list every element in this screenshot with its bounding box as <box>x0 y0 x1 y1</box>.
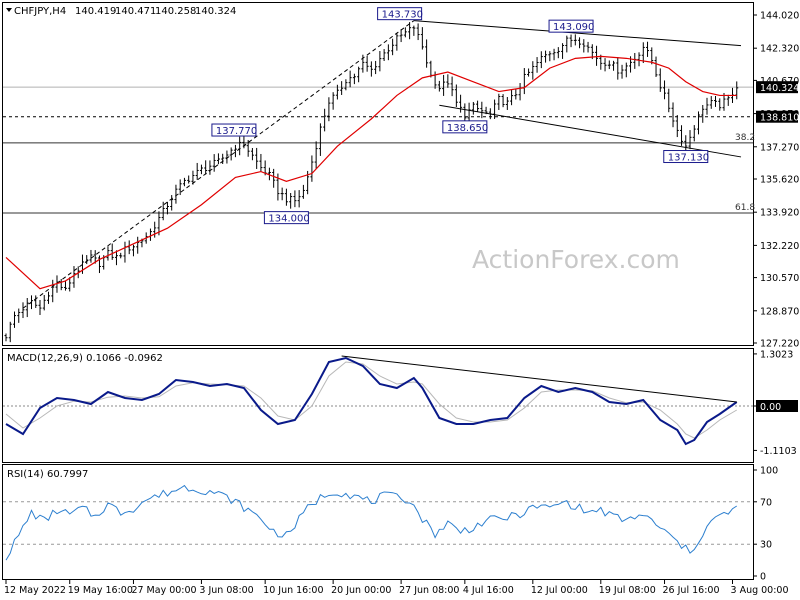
price-tick-label: 128.870 <box>760 306 799 317</box>
macd-trendline <box>341 355 737 403</box>
x-tick-label: 4 Jul 16:00 <box>463 585 514 596</box>
last-price-tag: 140.324 <box>760 83 799 94</box>
price-tick-label: 130.570 <box>760 273 799 284</box>
symbol-label: CHFJPY,H4 <box>14 6 66 17</box>
macd-signal-line <box>5 361 738 439</box>
price-tick-label: 127.220 <box>760 339 799 350</box>
x-tick-label: 12 Jul 00:00 <box>531 585 588 596</box>
level-tag-bg <box>756 110 798 123</box>
price-tick-label: 135.620 <box>760 175 799 186</box>
macd-panel: 1.3023 -1.1103 0.00 <box>3 349 798 457</box>
x-tick-label: 20 Jun 00:00 <box>331 585 391 596</box>
fib-level-label: 61.8 <box>735 203 755 213</box>
macd-last-tag-bg <box>756 400 798 412</box>
price-title: CHFJPY,H4 140.419 140.471 140.258 140.32… <box>6 6 236 17</box>
price-tick-label: 142.320 <box>760 44 799 55</box>
level-tag: 138.810 <box>760 113 799 124</box>
price-annotation-label: 137.130 <box>668 153 709 164</box>
rsi-tick-label: 70 <box>760 497 772 508</box>
price-annotation-box <box>263 211 309 225</box>
price-annotation-box <box>442 120 488 134</box>
price-annotation-box <box>377 7 423 21</box>
x-tick-label: 3 Jun 08:00 <box>199 585 253 596</box>
x-tick-label: 26 Jul 16:00 <box>663 585 720 596</box>
price-annotation-box <box>663 150 709 164</box>
price-tick-label: 133.920 <box>760 208 799 219</box>
macd-tick-label: -1.1103 <box>760 446 797 457</box>
rsi-panel: 100 70 30 0 <box>3 466 778 583</box>
price-annotation-label: 138.650 <box>447 123 488 134</box>
panel-frames <box>2 2 754 580</box>
rsi-line <box>5 484 738 561</box>
price-annotation-box <box>548 19 594 33</box>
price-annotation-label: 143.090 <box>553 22 594 33</box>
macd-last-tag: 0.00 <box>760 402 781 413</box>
x-tick-label: 27 Jun 08:00 <box>399 585 459 596</box>
moving-average-line <box>5 55 737 290</box>
ohlc-open: 140.419 <box>75 6 116 17</box>
ohlc-low: 140.258 <box>155 6 196 17</box>
rsi-title: RSI(14) 60.7997 <box>7 469 88 480</box>
price-annotation-label: 143.730 <box>382 10 423 21</box>
price-panel-frame <box>2 2 754 346</box>
trendline <box>413 20 742 47</box>
x-tick-label: 19 Jul 08:00 <box>599 585 656 596</box>
price-annotation-label: 137.770 <box>216 126 257 137</box>
x-tick-label: 27 May 00:00 <box>131 585 196 596</box>
watermark: ActionForex.com <box>472 245 680 274</box>
x-tick-label: 19 May 16:00 <box>68 585 133 596</box>
x-tick-label: 12 May 2022 <box>4 585 66 596</box>
macd-title: MACD(12,26,9) 0.1066 -0.0962 <box>7 353 163 364</box>
dropdown-triangle-icon <box>6 8 12 12</box>
macd-line <box>5 356 738 446</box>
price-tick-label: 132.220 <box>760 241 799 252</box>
x-tick-label: 10 Jun 16:00 <box>263 585 323 596</box>
x-tick-label: 3 Aug 00:00 <box>731 585 789 596</box>
rsi-tick-label: 0 <box>760 572 766 583</box>
macd-tick-label: 1.3023 <box>760 349 793 360</box>
price-tick-label: 137.270 <box>760 142 799 153</box>
price-tick-label: 144.020 <box>760 11 799 22</box>
trendline <box>439 104 742 158</box>
rsi-tick-label: 30 <box>760 540 772 551</box>
fib-level-label: 38.2 <box>735 133 755 143</box>
last-price-tag-bg <box>756 81 798 94</box>
price-annotation-label: 134.000 <box>268 214 309 225</box>
rsi-tick-label: 100 <box>760 466 778 477</box>
price-annotation-box <box>211 123 257 137</box>
trendline <box>22 20 415 309</box>
ohlc-high: 140.471 <box>115 6 156 17</box>
price-panel: 144.020142.320140.670138.970137.270135.6… <box>3 7 799 350</box>
ohlc-close: 140.324 <box>195 6 236 17</box>
rsi-panel-frame <box>2 464 754 580</box>
